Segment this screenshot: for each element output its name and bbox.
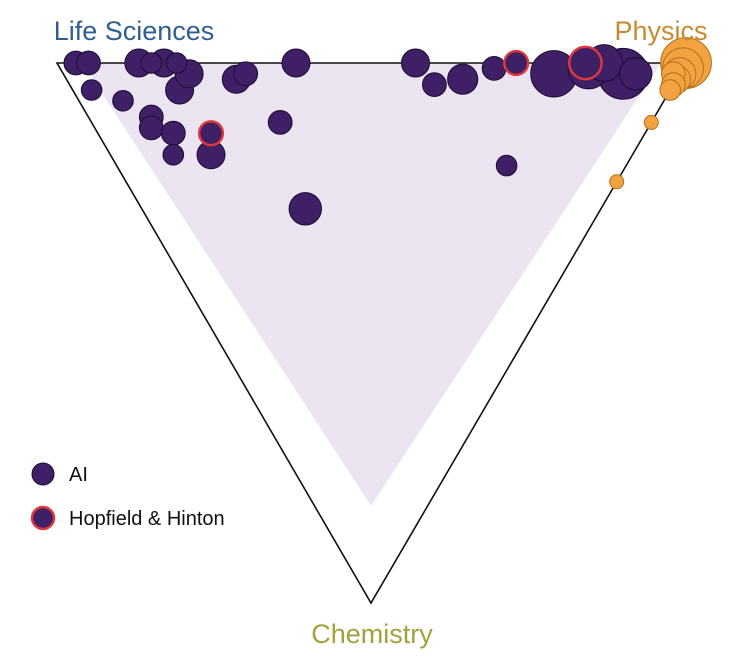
ai-point xyxy=(619,57,653,91)
ai-point xyxy=(76,50,101,76)
ai-point xyxy=(138,115,164,141)
ai-point xyxy=(288,192,322,226)
ai-point xyxy=(160,120,186,146)
physics-point xyxy=(609,174,625,190)
corner-label-chemistry: Chemistry xyxy=(311,619,433,649)
hopfield-hinton-point xyxy=(568,45,603,81)
hopfield-hinton-point xyxy=(503,49,530,77)
ai-point xyxy=(422,72,447,97)
ai-point xyxy=(447,63,479,95)
ai-point xyxy=(140,52,163,74)
legend-marker-ai xyxy=(31,462,55,486)
data-points xyxy=(63,37,712,226)
corner-label-physics: Physics xyxy=(614,16,707,46)
ai-point xyxy=(80,79,103,101)
corner-labels: Life Sciences Physics Chemistry xyxy=(54,16,708,649)
corner-label-life-sciences: Life Sciences xyxy=(54,16,215,46)
ai-point xyxy=(267,110,293,135)
ai-point xyxy=(401,48,430,78)
legend-label-hopfield-hinton: Hopfield & Hinton xyxy=(69,508,225,530)
hopfield-hinton-point xyxy=(197,120,225,147)
ai-point xyxy=(162,144,185,166)
ai-point xyxy=(495,154,518,177)
physics-point xyxy=(659,79,682,101)
shaded-region-polygon xyxy=(82,63,661,506)
ai-point xyxy=(165,52,188,74)
legend-label-ai: AI xyxy=(69,464,88,486)
legend: AI Hopfield & Hinton xyxy=(30,462,225,531)
legend-marker-hopfield-hinton xyxy=(30,505,56,531)
ai-point xyxy=(281,48,311,78)
shaded-region xyxy=(82,63,661,506)
triangle-outline xyxy=(55,62,688,605)
physics-point xyxy=(643,114,659,130)
triangle-frame xyxy=(55,62,688,605)
ai-point xyxy=(481,56,507,81)
ai-point xyxy=(233,61,259,87)
ai-point xyxy=(112,90,134,112)
